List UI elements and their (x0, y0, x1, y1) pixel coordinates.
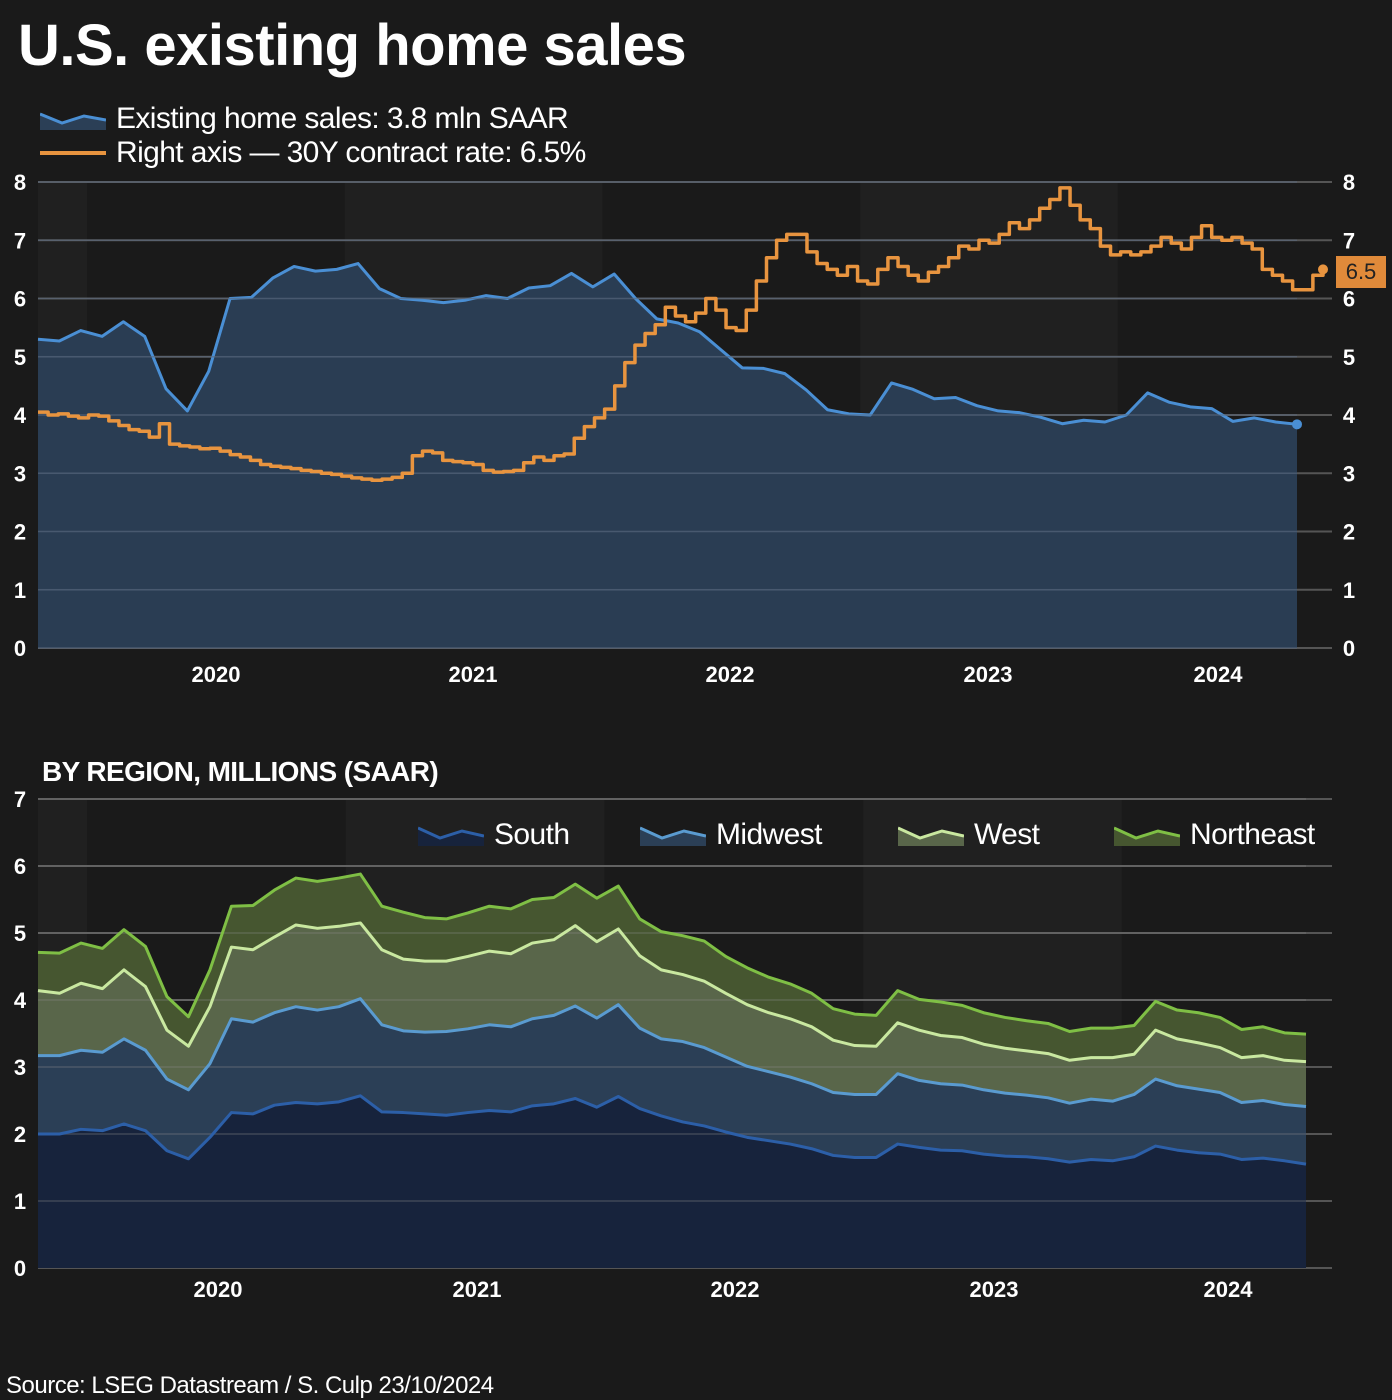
y-tick: 0 (14, 1256, 26, 1281)
y-tick-right: 4 (1343, 403, 1356, 428)
x-tick-label: 2021 (449, 662, 498, 687)
midwest-area (38, 998, 1306, 1165)
midwest-line (38, 997, 1307, 1109)
y-tick-left: 0 (14, 636, 26, 661)
sales-point (1292, 419, 1302, 430)
top-legend: Existing home sales: 3.8 mln SAAR Right … (40, 102, 586, 170)
midwest-swatch-icon (640, 826, 706, 846)
west-swatch-icon (898, 826, 964, 846)
northeast-swatch-icon (1114, 826, 1180, 846)
x-tick-label: 2024 (1194, 662, 1244, 687)
region-chart-title: BY REGION, MILLIONS (SAAR) (42, 756, 439, 787)
legend-item-west: West (898, 815, 1040, 855)
area-swatch-icon (40, 112, 106, 130)
x-tick-label: 2024 (1204, 1277, 1254, 1302)
west-line (37, 921, 1307, 1064)
region-chart: 0 1 2 3 4 5 6 7 2020 2021 2022 2023 2024 (14, 787, 1332, 1302)
y-tick-left: 4 (14, 403, 27, 428)
legend-label-west: West (974, 818, 1040, 851)
y-tick-left: 1 (14, 578, 26, 603)
y-tick-left: 5 (14, 345, 26, 370)
source-note: Source: LSEG Datastream / S. Culp 23/10/… (6, 1372, 494, 1399)
rate-line (38, 186, 1325, 482)
y-tick-left: 8 (14, 170, 26, 195)
y-tick: 6 (14, 854, 26, 879)
x-tick-label: 2023 (964, 662, 1013, 687)
chart-title: U.S. existing home sales (18, 13, 687, 78)
top-chart: 0 0 1 1 2 2 3 3 4 4 5 5 6 6 7 7 8 8 2020 2021 2022 2023 2024 (14, 170, 1356, 687)
south-line (38, 1094, 1307, 1166)
x-tick-label: 2022 (706, 662, 755, 687)
y-tick: 7 (14, 787, 26, 812)
last-value-badge: 6.5 (1336, 256, 1386, 288)
x-tick-label: 2020 (194, 1277, 243, 1302)
legend-item-south: South (418, 815, 570, 855)
y-tick-right: 0 (1343, 636, 1355, 661)
y-tick-right: 1 (1343, 578, 1355, 603)
sales-line (37, 262, 1298, 426)
line-swatch-icon (40, 151, 106, 155)
x-tick-label: 2021 (453, 1277, 502, 1302)
y-tick-right: 6 (1343, 287, 1355, 312)
y-tick-left: 2 (14, 520, 26, 545)
rate-last-point (1318, 264, 1328, 275)
x-tick-label: 2022 (711, 1277, 760, 1302)
y-tick: 3 (14, 1055, 26, 1080)
y-tick: 2 (14, 1122, 26, 1147)
y-tick-right: 8 (1343, 170, 1355, 195)
legend-item-northeast: Northeast (1114, 815, 1315, 855)
y-tick-right: 3 (1343, 461, 1355, 486)
south-area (38, 1095, 1306, 1268)
west-area (38, 922, 1306, 1107)
northeast-line (37, 872, 1307, 1036)
legend-label-northeast: Northeast (1190, 818, 1315, 851)
y-tick-left: 3 (14, 461, 26, 486)
legend-item-midwest: Midwest (640, 815, 822, 855)
legend-item-sales: Existing home sales: 3.8 mln SAAR (40, 102, 586, 136)
y-tick: 5 (14, 921, 26, 946)
y-tick-left: 6 (14, 287, 26, 312)
y-tick-right: 7 (1343, 228, 1355, 253)
y-tick: 4 (14, 988, 27, 1013)
south-swatch-icon (418, 826, 484, 846)
legend-label-south: South (494, 818, 570, 851)
legend-label-sales: Existing home sales: 3.8 mln SAAR (116, 102, 569, 135)
y-tick-right: 2 (1343, 520, 1355, 545)
y-tick: 1 (14, 1189, 26, 1214)
legend-label-midwest: Midwest (716, 818, 822, 851)
y-tick-right: 5 (1343, 345, 1355, 370)
x-tick-label: 2020 (192, 662, 241, 687)
sales-area (38, 263, 1297, 648)
legend-item-rate: Right axis — 30Y contract rate: 6.5% (40, 136, 586, 170)
region-legend: South Midwest West Northeast (0, 815, 1392, 855)
y-tick-left: 7 (14, 228, 26, 253)
legend-label-rate: Right axis — 30Y contract rate: 6.5% (116, 136, 586, 169)
x-tick-label: 2023 (970, 1277, 1019, 1302)
